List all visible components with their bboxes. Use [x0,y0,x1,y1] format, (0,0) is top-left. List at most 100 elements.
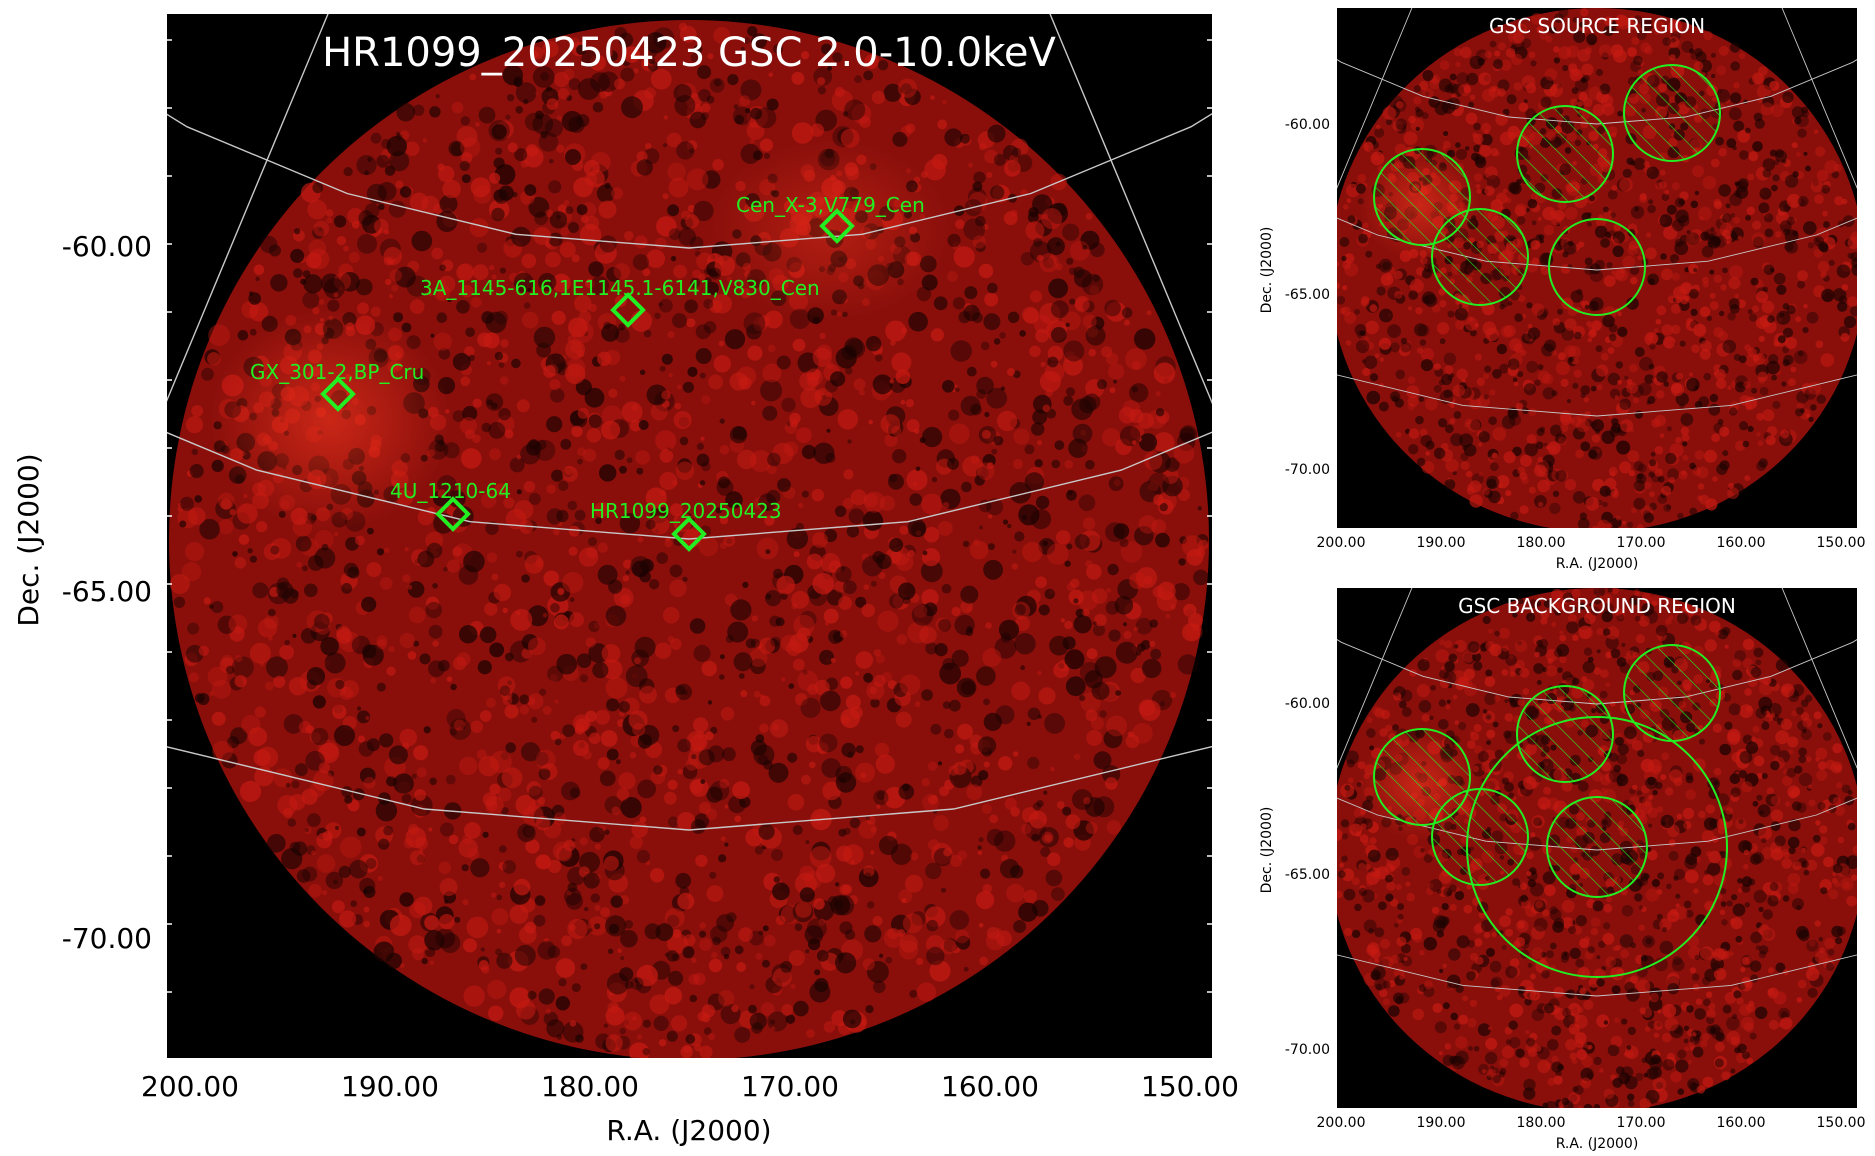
noise-blob [1693,323,1707,337]
noise-blob [685,214,700,229]
noise-blob [1388,980,1396,988]
noise-blob [807,684,819,695]
noise-blob [542,612,548,618]
noise-blob [569,612,584,628]
noise-blob [1397,903,1405,911]
noise-blob [1043,257,1055,269]
noise-blob [1343,888,1356,901]
noise-blob [1595,216,1607,227]
noise-blob [1424,91,1430,97]
noise-blob [942,501,950,509]
noise-blob [439,194,458,213]
noise-blob [863,491,886,513]
noise-blob [1661,752,1670,761]
noise-blob [569,1020,577,1027]
noise-blob [686,140,698,151]
noise-blob [1581,63,1594,76]
noise-blob [933,296,948,311]
noise-blob [698,273,706,281]
noise-blob [1503,730,1512,739]
noise-blob [732,106,752,126]
noise-blob [806,553,823,570]
noise-blob [375,800,398,822]
noise-blob [555,996,570,1011]
noise-blob [1681,606,1690,615]
noise-blob [840,708,860,729]
noise-blob [1610,270,1616,276]
noise-blob [375,826,393,845]
noise-blob [1612,958,1623,969]
noise-blob [1568,63,1578,73]
noise-blob [1784,336,1797,350]
noise-blob [1455,319,1466,330]
noise-blob [389,914,412,937]
noise-blob [905,399,915,408]
noise-blob [1678,215,1690,227]
noise-blob [1771,374,1777,381]
noise-blob [605,1034,623,1052]
noise-blob [781,677,786,682]
noise-blob [534,91,539,96]
noise-blob [1705,804,1716,814]
noise-blob [1770,821,1781,832]
noise-blob [1731,483,1744,496]
noise-blob [717,476,730,489]
noise-blob [1113,523,1130,539]
noise-blob [409,192,429,212]
noise-blob [1337,282,1340,290]
noise-blob [821,43,832,55]
noise-blob [1640,906,1647,913]
noise-blob [1036,800,1044,808]
noise-blob [1064,460,1074,469]
noise-blob [659,472,678,490]
noise-blob [624,231,634,241]
noise-blob [842,1009,862,1029]
noise-blob [1796,114,1809,128]
noise-blob [1823,221,1830,228]
noise-blob [395,131,401,137]
noise-blob [1783,204,1791,212]
noise-blob [1806,756,1812,762]
noise-blob [795,427,812,444]
noise-blob [549,211,568,229]
noise-blob [1602,206,1609,213]
noise-blob [682,381,695,393]
noise-blob [1455,142,1461,148]
source-y-axis-label: Dec. (J2000) [1259,227,1275,314]
noise-blob [1515,206,1526,217]
noise-blob [1537,364,1544,370]
noise-blob [456,300,470,314]
noise-blob [1646,166,1660,180]
noise-blob [982,224,989,230]
noise-blob [1513,381,1519,387]
noise-blob [1641,593,1652,604]
noise-blob [1797,195,1809,207]
noise-blob [1113,379,1118,384]
noise-blob [1649,502,1657,511]
noise-blob [1394,290,1403,299]
noise-blob [1115,690,1122,696]
noise-blob [1817,761,1827,770]
noise-blob [672,928,682,938]
noise-blob [611,187,623,200]
noise-blob [1369,745,1375,751]
noise-blob [1489,40,1497,48]
noise-blob [1575,449,1584,459]
noise-blob [636,964,658,987]
noise-blob [715,507,722,514]
noise-blob [801,490,809,498]
noise-blob [343,167,353,177]
noise-blob [543,365,556,378]
noise-blob [1588,39,1596,46]
noise-blob [954,387,960,392]
source-marker-diamond [819,208,855,244]
noise-blob [678,227,696,246]
noise-blob [1823,856,1834,868]
noise-blob [1138,515,1157,534]
noise-blob [1772,400,1781,409]
noise-blob [1643,161,1650,167]
noise-blob [1444,424,1454,434]
noise-blob [1580,441,1591,452]
noise-blob [1685,909,1694,918]
noise-blob [452,546,463,557]
